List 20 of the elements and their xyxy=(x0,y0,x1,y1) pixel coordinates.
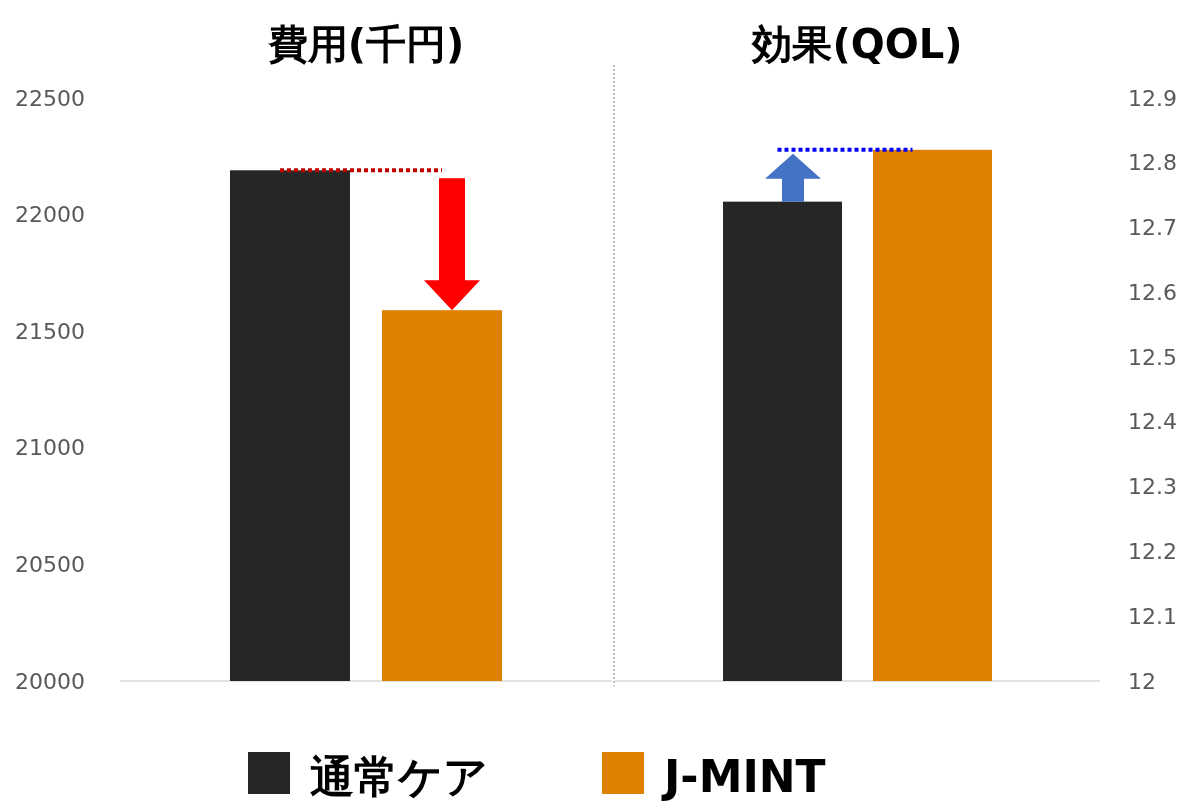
y-tick-label: 12 xyxy=(1128,668,1156,694)
y-tick-label: 12.5 xyxy=(1128,344,1177,370)
y-tick-label: 12.7 xyxy=(1128,215,1177,241)
y-tick-label: 12.2 xyxy=(1128,538,1177,564)
y-tick-label: 20000 xyxy=(15,668,85,694)
y-tick-label: 21000 xyxy=(15,435,85,461)
y-tick-label: 22000 xyxy=(15,202,85,228)
chart-title: 費用(千円) xyxy=(266,21,465,67)
legend-label: 通常ケア xyxy=(310,751,488,802)
y-tick-label: 21500 xyxy=(15,318,85,344)
y-tick-label: 12.9 xyxy=(1128,85,1177,111)
y-tick-label: 22500 xyxy=(15,85,85,111)
y-tick-label: 12.6 xyxy=(1128,279,1177,305)
chart-title: 効果(QOL) xyxy=(751,21,963,67)
y-tick-label: 20500 xyxy=(15,551,85,577)
y-tick-label: 12.3 xyxy=(1128,474,1177,500)
y-tick-label: 12.8 xyxy=(1128,150,1177,176)
y-tick-label: 12.4 xyxy=(1128,409,1177,435)
y-tick-label: 12.1 xyxy=(1128,603,1177,629)
legend-label: J-MINT xyxy=(661,751,826,802)
